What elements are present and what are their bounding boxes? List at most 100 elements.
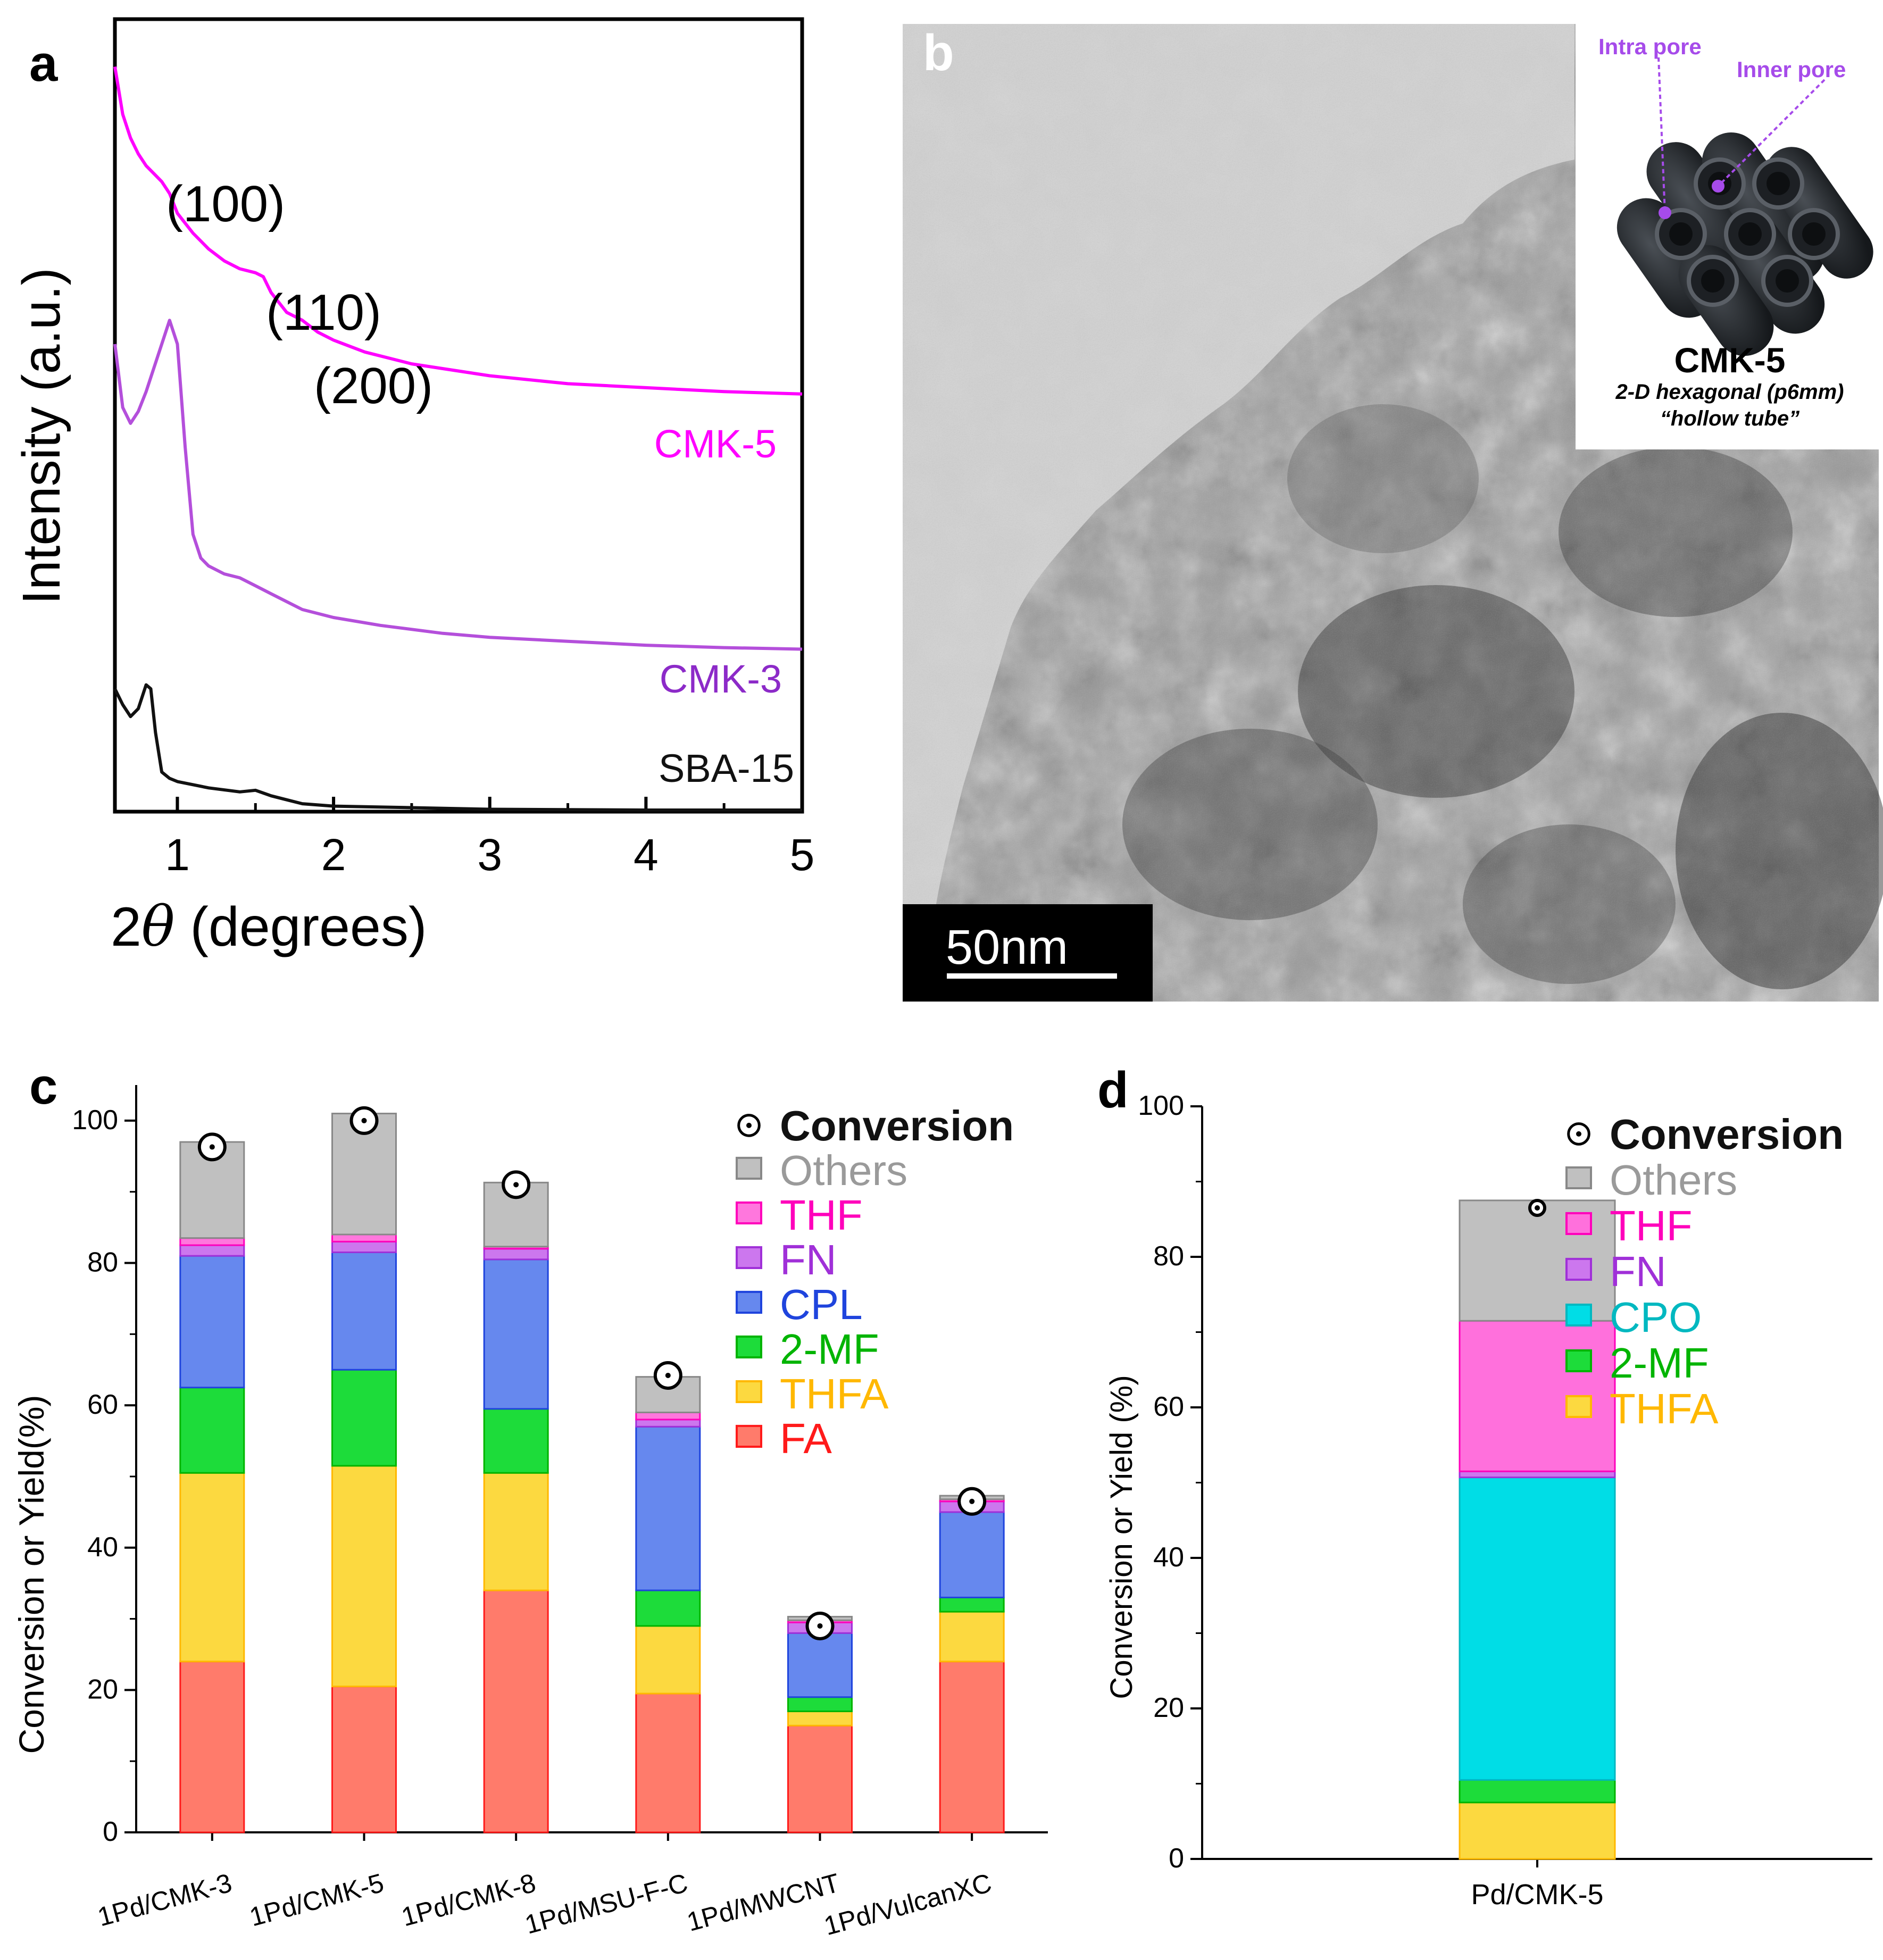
legend-label-fa: FA xyxy=(780,1415,832,1462)
peak-label-110: (110) xyxy=(266,284,381,341)
series-line-cmk-5 xyxy=(113,66,803,396)
legend-label-conversion: Conversion xyxy=(1610,1111,1844,1158)
panel-label-a: a xyxy=(29,35,58,92)
bar-segment-fa xyxy=(635,1692,701,1833)
bar-segment-fa xyxy=(483,1589,549,1833)
x-tick-label: 5 xyxy=(790,830,815,880)
legend-label-2-mf: 2-MF xyxy=(780,1325,879,1373)
bar-segment-2-mf xyxy=(331,1369,397,1467)
conversion-marker-dot xyxy=(513,1182,519,1188)
legend-label-conversion: Conversion xyxy=(780,1102,1014,1149)
bar-segment-2-mf xyxy=(939,1596,1005,1613)
bar-segment-fa xyxy=(787,1724,853,1833)
bar-segment-fa xyxy=(331,1686,397,1833)
legend-label-others: Others xyxy=(1610,1156,1737,1204)
inset-subtitle-2: “hollow tube” xyxy=(1660,407,1799,430)
bar-segment-2-mf xyxy=(483,1408,549,1474)
conversion-marker-dot xyxy=(665,1372,671,1378)
cmk5-structure-inset: Intra pore Inner pore CMK-5 2-D hexagona… xyxy=(1576,24,1879,449)
y-tick-label: 60 xyxy=(87,1389,118,1420)
bar-segment-2-mf xyxy=(787,1696,853,1713)
x-category-label: 1Pd/CMK-3 xyxy=(95,1868,235,1932)
bar-segment-thfa xyxy=(179,1472,245,1663)
peak-label-200: (200) xyxy=(314,357,433,414)
legend-label-others: Others xyxy=(780,1147,907,1194)
bar-segment-cpl xyxy=(483,1258,549,1410)
legend-label-thf: THF xyxy=(1610,1202,1693,1249)
legend-label-fn: FN xyxy=(1610,1248,1667,1295)
bar-segment-cpl xyxy=(939,1511,1005,1598)
legend-swatch-2-mf xyxy=(1565,1349,1592,1372)
series-label-sba15: SBA-15 xyxy=(659,746,794,790)
legend-swatch-thf xyxy=(736,1201,762,1224)
bar-segment-fn xyxy=(331,1240,397,1253)
bars-c xyxy=(179,1113,1005,1833)
bar-segment-fa xyxy=(179,1661,245,1833)
conversion-markers-c xyxy=(197,1106,987,1640)
legend-label-cpo: CPO xyxy=(1610,1294,1702,1341)
bar-segment-thfa xyxy=(635,1625,701,1695)
bar-segment-cpl xyxy=(179,1255,245,1389)
x-tick-label: 3 xyxy=(477,830,502,880)
bar-segment-thfa xyxy=(787,1711,853,1727)
bar-segment-thf xyxy=(331,1233,397,1242)
legend-swatch-cpl xyxy=(736,1290,762,1314)
scalebar-box xyxy=(903,904,1153,1002)
bar-segment-thfa xyxy=(939,1611,1005,1663)
inset-title: CMK-5 xyxy=(1674,340,1786,380)
conversion-marker-dot xyxy=(1535,1205,1540,1211)
legend-swatch-thfa xyxy=(736,1380,762,1403)
conversion-marker-dot xyxy=(817,1623,823,1629)
legend-swatch-others xyxy=(736,1156,762,1180)
legend-label-2-mf: 2-MF xyxy=(1610,1339,1709,1387)
legend-swatch-fn xyxy=(736,1246,762,1269)
y-tick-label: 100 xyxy=(72,1105,118,1136)
bar-segment-cpl xyxy=(635,1425,701,1591)
conversion-marker-dot xyxy=(969,1498,975,1504)
legend-swatch-others xyxy=(1565,1166,1592,1189)
x-category-label: Pd/CMK-5 xyxy=(1471,1879,1603,1911)
x-tick-label: 1 xyxy=(165,830,190,880)
legend-swatch-2-mf xyxy=(736,1335,762,1358)
panel-label-b: b xyxy=(923,24,954,81)
scalebar-label: 50nm xyxy=(946,920,1068,974)
bar-segment-cpo xyxy=(1459,1477,1616,1781)
inset-subtitle-1: 2-D hexagonal (p6mm) xyxy=(1615,380,1844,404)
plot-frame-a xyxy=(113,17,804,814)
legend-swatch-thfa xyxy=(1565,1395,1592,1418)
x-category-label: 1Pd/VulcanXC xyxy=(821,1868,995,1941)
panel-label-c: c xyxy=(29,1058,57,1115)
y-axis-label-d: Conversion or Yield (%) xyxy=(1104,1375,1139,1699)
x-category-label: 1Pd/CMK-8 xyxy=(398,1868,539,1932)
legend-marker-conversion-dot xyxy=(1576,1131,1581,1137)
bar-segment-fn xyxy=(1459,1470,1616,1479)
series-line-sba-15 xyxy=(113,683,802,812)
conversion-markers-d xyxy=(1528,1199,1546,1217)
y-tick-label: 0 xyxy=(103,1816,118,1847)
hollow-tube-illustration xyxy=(1617,57,1873,356)
y-tick-label: 40 xyxy=(87,1532,118,1563)
bar-segment-thfa xyxy=(483,1472,549,1591)
x-category-label: 1Pd/MWCNT xyxy=(684,1868,843,1937)
bar-segment-thf xyxy=(179,1237,245,1246)
bar-segment-thfa xyxy=(1459,1801,1616,1860)
inset-intra-pore-label: Intra pore xyxy=(1598,34,1702,59)
panel-label-d: d xyxy=(1097,1062,1129,1119)
y-axis-label-c: Conversion or Yield(%) xyxy=(12,1395,51,1754)
bar-segment-fn xyxy=(635,1419,701,1428)
y-tick-label: 0 xyxy=(1169,1843,1184,1874)
bar-segment-cpl xyxy=(331,1251,397,1371)
bar-segment-cpl xyxy=(787,1632,853,1698)
bar-segment-fa xyxy=(939,1661,1005,1833)
panel-b-tem: b 50nm xyxy=(903,24,1883,1002)
legend-swatch-thf xyxy=(1565,1212,1592,1235)
y-tick-label: 80 xyxy=(87,1247,118,1278)
series-label-cmk3: CMK-3 xyxy=(660,657,782,701)
legend-swatch-fa xyxy=(736,1424,762,1448)
legend-label-cpl: CPL xyxy=(780,1281,863,1328)
peak-label-100: (100) xyxy=(166,176,285,232)
y-tick-label: 60 xyxy=(1153,1391,1184,1422)
panel-c-stacked-bars: c 0 20 40 60 80 100 1Pd/CMK-3 1Pd/CMK-5 1Pd/CMK-… xyxy=(12,1058,1048,1941)
